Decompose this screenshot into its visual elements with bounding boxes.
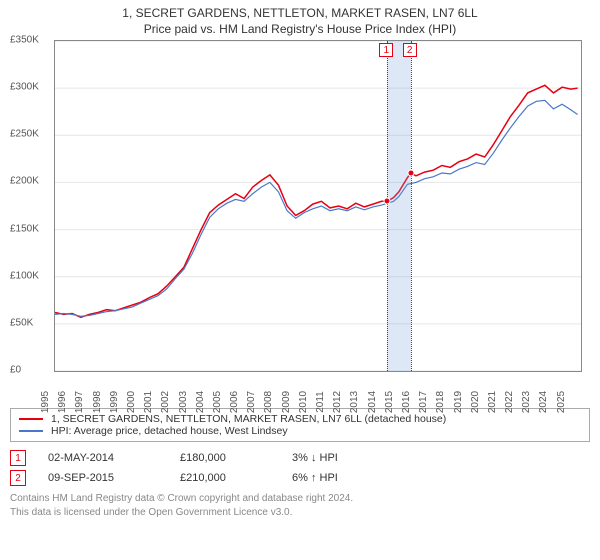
sale-price: £210,000 [180, 472, 270, 484]
legend-swatch [19, 430, 43, 432]
legend-label: 1, SECRET GARDENS, NETTLETON, MARKET RAS… [51, 413, 446, 425]
sale-delta: 3% ↓ HPI [292, 452, 338, 464]
footer-line-2: This data is licensed under the Open Gov… [10, 506, 590, 520]
sale-row-marker: 2 [10, 470, 26, 486]
sales-table: 1 02-MAY-2014 £180,000 3% ↓ HPI 2 09-SEP-2015… [10, 450, 590, 486]
sale-row: 1 02-MAY-2014 £180,000 3% ↓ HPI [10, 450, 590, 466]
y-tick-label: £200K [10, 176, 39, 187]
sale-marker: 1 [379, 43, 393, 57]
legend-item: 1, SECRET GARDENS, NETTLETON, MARKET RAS… [19, 413, 581, 425]
plot-svg [55, 41, 581, 371]
y-tick-label: £50K [10, 317, 33, 328]
y-tick-label: £350K [10, 35, 39, 46]
y-tick-label: £0 [10, 365, 21, 376]
sale-marker: 2 [403, 43, 417, 57]
sale-price: £180,000 [180, 452, 270, 464]
sale-point [407, 170, 414, 177]
y-tick-label: £150K [10, 223, 39, 234]
chart: 12£0£50K£100K£150K£200K£250K£300K£350K19… [10, 40, 590, 402]
x-tick-label: 2025 [542, 391, 570, 413]
sale-date: 09-SEP-2015 [48, 472, 158, 484]
plot-area [54, 40, 582, 372]
footer: Contains HM Land Registry data © Crown c… [10, 492, 590, 519]
sale-delta: 6% ↑ HPI [292, 472, 338, 484]
y-tick-label: £300K [10, 82, 39, 93]
chart-title: 1, SECRET GARDENS, NETTLETON, MARKET RAS… [10, 6, 590, 20]
y-tick-label: £100K [10, 270, 39, 281]
footer-line-1: Contains HM Land Registry data © Crown c… [10, 492, 590, 506]
sale-point [384, 198, 391, 205]
legend-item: HPI: Average price, detached house, West… [19, 425, 581, 437]
legend-label: HPI: Average price, detached house, West… [51, 425, 288, 437]
sale-vline [411, 41, 412, 371]
sale-row: 2 09-SEP-2015 £210,000 6% ↑ HPI [10, 470, 590, 486]
chart-subtitle: Price paid vs. HM Land Registry's House … [10, 22, 590, 36]
y-tick-label: £250K [10, 129, 39, 140]
sale-date: 02-MAY-2014 [48, 452, 158, 464]
sale-row-marker: 1 [10, 450, 26, 466]
shaded-band [387, 41, 410, 371]
legend-swatch [19, 418, 43, 420]
sale-vline [387, 41, 388, 371]
